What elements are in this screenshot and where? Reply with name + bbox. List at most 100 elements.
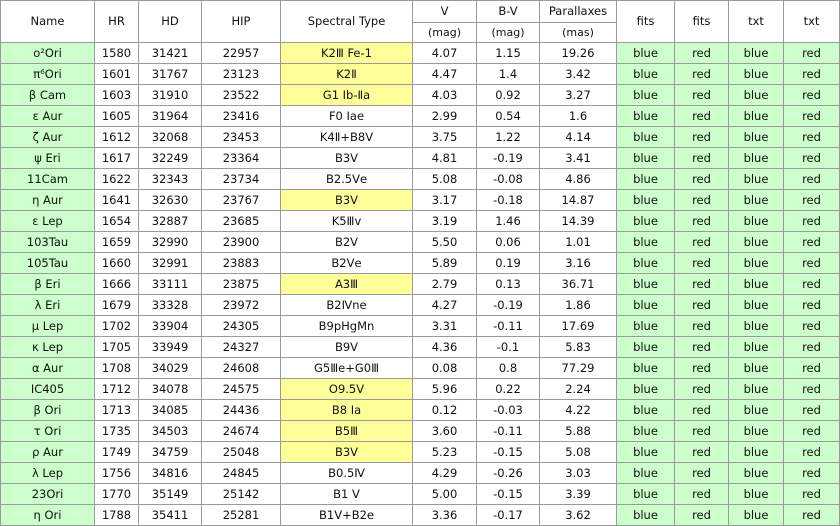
cell-fits-red-link[interactable]: red bbox=[674, 84, 729, 106]
cell-txt-red-link[interactable]: red bbox=[783, 168, 840, 190]
cell-txt-red-link[interactable]: red bbox=[783, 441, 840, 463]
cell-hip: 23416 bbox=[201, 105, 281, 127]
cell-fits-red-link[interactable]: red bbox=[674, 210, 729, 232]
cell-fits-blue-link[interactable]: blue bbox=[616, 42, 675, 64]
cell-fits-red-link[interactable]: red bbox=[674, 168, 729, 190]
cell-txt-blue-link[interactable]: blue bbox=[728, 147, 784, 169]
cell-fits-red-link[interactable]: red bbox=[674, 105, 729, 127]
cell-fits-blue-link[interactable]: blue bbox=[616, 336, 675, 358]
cell-txt-blue-link[interactable]: blue bbox=[728, 378, 784, 400]
cell-fits-blue-link[interactable]: blue bbox=[616, 84, 675, 106]
cell-fits-blue-link[interactable]: blue bbox=[616, 63, 675, 85]
cell-fits-blue-link[interactable]: blue bbox=[616, 504, 675, 526]
cell-fits-red-link[interactable]: red bbox=[674, 147, 729, 169]
cell-txt-red-link[interactable]: red bbox=[783, 483, 840, 505]
cell-fits-red-link[interactable]: red bbox=[674, 378, 729, 400]
cell-txt-blue-link[interactable]: blue bbox=[728, 504, 784, 526]
cell-fits-red-link[interactable]: red bbox=[674, 63, 729, 85]
cell-fits-red-link[interactable]: red bbox=[674, 42, 729, 64]
cell-fits-blue-link[interactable]: blue bbox=[616, 210, 675, 232]
cell-fits-blue-link[interactable]: blue bbox=[616, 294, 675, 316]
cell-txt-red-link[interactable]: red bbox=[783, 504, 840, 526]
cell-fits-red-link[interactable]: red bbox=[674, 189, 729, 211]
cell-hr: 1617 bbox=[94, 147, 139, 169]
cell-fits-blue-link[interactable]: blue bbox=[616, 273, 675, 295]
cell-fits-red-link[interactable]: red bbox=[674, 315, 729, 337]
cell-fits-red-link[interactable]: red bbox=[674, 231, 729, 253]
cell-txt-red-link[interactable]: red bbox=[783, 126, 840, 148]
cell-txt-blue-link[interactable]: blue bbox=[728, 294, 784, 316]
cell-v: 2.79 bbox=[412, 273, 477, 295]
cell-txt-blue-link[interactable]: blue bbox=[728, 168, 784, 190]
cell-txt-blue-link[interactable]: blue bbox=[728, 63, 784, 85]
cell-txt-red-link[interactable]: red bbox=[783, 252, 840, 274]
cell-txt-blue-link[interactable]: blue bbox=[728, 315, 784, 337]
cell-fits-red-link[interactable]: red bbox=[674, 483, 729, 505]
cell-fits-blue-link[interactable]: blue bbox=[616, 483, 675, 505]
cell-hip: 25142 bbox=[201, 483, 281, 505]
cell-txt-red-link[interactable]: red bbox=[783, 294, 840, 316]
cell-txt-red-link[interactable]: red bbox=[783, 84, 840, 106]
cell-txt-blue-link[interactable]: blue bbox=[728, 189, 784, 211]
cell-txt-red-link[interactable]: red bbox=[783, 315, 840, 337]
cell-fits-blue-link[interactable]: blue bbox=[616, 189, 675, 211]
cell-txt-blue-link[interactable]: blue bbox=[728, 42, 784, 64]
cell-fits-blue-link[interactable]: blue bbox=[616, 315, 675, 337]
cell-fits-blue-link[interactable]: blue bbox=[616, 441, 675, 463]
cell-fits-red-link[interactable]: red bbox=[674, 462, 729, 484]
cell-txt-red-link[interactable]: red bbox=[783, 105, 840, 127]
cell-fits-red-link[interactable]: red bbox=[674, 126, 729, 148]
cell-txt-red-link[interactable]: red bbox=[783, 42, 840, 64]
cell-fits-blue-link[interactable]: blue bbox=[616, 399, 675, 421]
cell-fits-red-link[interactable]: red bbox=[674, 420, 729, 442]
cell-bv: -0.15 bbox=[476, 483, 540, 505]
cell-txt-blue-link[interactable]: blue bbox=[728, 105, 784, 127]
cell-fits-blue-link[interactable]: blue bbox=[616, 252, 675, 274]
cell-txt-blue-link[interactable]: blue bbox=[728, 462, 784, 484]
cell-fits-blue-link[interactable]: blue bbox=[616, 462, 675, 484]
cell-fits-red-link[interactable]: red bbox=[674, 336, 729, 358]
cell-txt-red-link[interactable]: red bbox=[783, 462, 840, 484]
cell-txt-red-link[interactable]: red bbox=[783, 231, 840, 253]
cell-fits-blue-link[interactable]: blue bbox=[616, 126, 675, 148]
cell-fits-red-link[interactable]: red bbox=[674, 504, 729, 526]
cell-fits-blue-link[interactable]: blue bbox=[616, 105, 675, 127]
cell-txt-blue-link[interactable]: blue bbox=[728, 441, 784, 463]
cell-txt-blue-link[interactable]: blue bbox=[728, 399, 784, 421]
cell-txt-red-link[interactable]: red bbox=[783, 357, 840, 379]
cell-fits-blue-link[interactable]: blue bbox=[616, 357, 675, 379]
cell-fits-blue-link[interactable]: blue bbox=[616, 168, 675, 190]
cell-fits-blue-link[interactable]: blue bbox=[616, 147, 675, 169]
cell-txt-red-link[interactable]: red bbox=[783, 147, 840, 169]
cell-fits-red-link[interactable]: red bbox=[674, 357, 729, 379]
cell-txt-blue-link[interactable]: blue bbox=[728, 336, 784, 358]
cell-fits-red-link[interactable]: red bbox=[674, 294, 729, 316]
cell-fits-blue-link[interactable]: blue bbox=[616, 231, 675, 253]
cell-parallax: 5.88 bbox=[539, 420, 617, 442]
cell-txt-red-link[interactable]: red bbox=[783, 399, 840, 421]
cell-hd: 33904 bbox=[138, 315, 202, 337]
cell-txt-red-link[interactable]: red bbox=[783, 210, 840, 232]
cell-fits-red-link[interactable]: red bbox=[674, 273, 729, 295]
cell-txt-blue-link[interactable]: blue bbox=[728, 420, 784, 442]
cell-fits-red-link[interactable]: red bbox=[674, 441, 729, 463]
cell-txt-red-link[interactable]: red bbox=[783, 378, 840, 400]
cell-fits-red-link[interactable]: red bbox=[674, 252, 729, 274]
cell-spectral-type: B9Ⅴ bbox=[280, 336, 413, 358]
cell-txt-red-link[interactable]: red bbox=[783, 420, 840, 442]
cell-txt-blue-link[interactable]: blue bbox=[728, 84, 784, 106]
cell-txt-blue-link[interactable]: blue bbox=[728, 273, 784, 295]
cell-txt-blue-link[interactable]: blue bbox=[728, 210, 784, 232]
cell-txt-blue-link[interactable]: blue bbox=[728, 357, 784, 379]
cell-fits-blue-link[interactable]: blue bbox=[616, 378, 675, 400]
cell-fits-blue-link[interactable]: blue bbox=[616, 420, 675, 442]
cell-txt-red-link[interactable]: red bbox=[783, 63, 840, 85]
cell-txt-blue-link[interactable]: blue bbox=[728, 252, 784, 274]
cell-txt-red-link[interactable]: red bbox=[783, 336, 840, 358]
cell-txt-blue-link[interactable]: blue bbox=[728, 231, 784, 253]
cell-txt-blue-link[interactable]: blue bbox=[728, 126, 784, 148]
cell-txt-blue-link[interactable]: blue bbox=[728, 483, 784, 505]
cell-txt-red-link[interactable]: red bbox=[783, 189, 840, 211]
cell-txt-red-link[interactable]: red bbox=[783, 273, 840, 295]
cell-fits-red-link[interactable]: red bbox=[674, 399, 729, 421]
